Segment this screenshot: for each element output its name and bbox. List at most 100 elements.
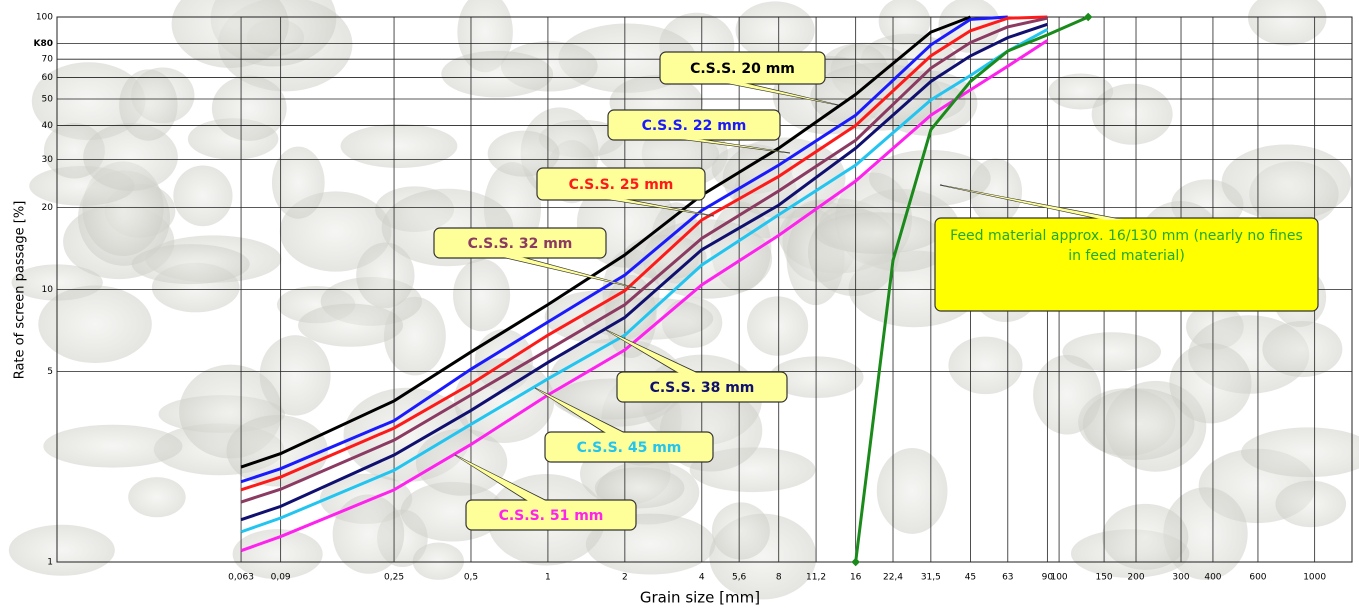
stone bbox=[8, 524, 115, 576]
x-tick-label: 5,6 bbox=[732, 573, 747, 583]
callout-pointer-cover bbox=[940, 185, 1124, 220]
y-tick-label: 1 bbox=[47, 558, 53, 568]
x-tick-label: 400 bbox=[1204, 573, 1221, 583]
legend-label: C.S.S. 20 mm bbox=[690, 61, 795, 77]
stone bbox=[598, 128, 720, 180]
callout-pointer-cover bbox=[606, 330, 699, 374]
stone bbox=[735, 1, 815, 59]
x-tick-label: 200 bbox=[1127, 573, 1144, 583]
x-tick-label: 0,063 bbox=[228, 573, 254, 583]
x-tick-label: 1000 bbox=[1303, 573, 1326, 583]
feed-line bbox=[854, 15, 1089, 563]
legend-label: C.S.S. 38 mm bbox=[650, 380, 755, 396]
series-line bbox=[240, 15, 1048, 492]
stone bbox=[119, 69, 178, 141]
stone bbox=[340, 124, 458, 168]
stone bbox=[1082, 388, 1195, 461]
stone bbox=[1221, 144, 1352, 221]
y-tick-label: 20 bbox=[42, 203, 54, 213]
feed-label-wrap: Feed material approx. 16/130 mm (nearly … bbox=[950, 228, 1303, 264]
stone bbox=[31, 62, 146, 141]
series-line bbox=[240, 15, 971, 469]
stone bbox=[173, 165, 233, 227]
stone bbox=[232, 529, 323, 580]
series-line bbox=[240, 28, 1049, 534]
stone bbox=[1262, 320, 1343, 378]
stone bbox=[868, 149, 991, 207]
x-tick-label: 0,09 bbox=[271, 573, 291, 583]
y-tick-label: 5 bbox=[47, 367, 53, 377]
x-tick-label: 150 bbox=[1095, 573, 1112, 583]
stone bbox=[1169, 343, 1252, 424]
stone bbox=[711, 502, 770, 560]
stone bbox=[622, 234, 707, 280]
stone bbox=[128, 477, 186, 518]
y-tick-label: 10 bbox=[42, 285, 54, 295]
stone bbox=[271, 146, 325, 219]
callout-box bbox=[934, 217, 1319, 312]
x-tick-label: 45 bbox=[965, 573, 976, 583]
stone bbox=[1102, 503, 1189, 570]
stone bbox=[1241, 427, 1359, 478]
stone bbox=[211, 75, 287, 141]
x-tick-label: 63 bbox=[1002, 573, 1013, 583]
y-tick-label: 50 bbox=[42, 95, 54, 105]
stone bbox=[876, 448, 948, 534]
y-tick-label: 30 bbox=[42, 155, 54, 165]
stone bbox=[453, 259, 511, 332]
stone bbox=[43, 424, 183, 468]
x-tick-label: 11,2 bbox=[806, 573, 826, 583]
x-tick-label: 100 bbox=[1050, 573, 1067, 583]
stone bbox=[1248, 0, 1327, 46]
y-tick-label: 100 bbox=[36, 13, 53, 23]
stone bbox=[594, 467, 685, 509]
x-tick-label: 31,5 bbox=[921, 573, 941, 583]
callout-box bbox=[465, 499, 637, 531]
stone bbox=[441, 50, 554, 98]
x-tick-label: 300 bbox=[1172, 573, 1189, 583]
x-tick-label: 0,25 bbox=[384, 573, 404, 583]
stone bbox=[332, 494, 405, 574]
stone bbox=[298, 303, 404, 347]
stone bbox=[415, 428, 508, 496]
x-tick-label: 600 bbox=[1249, 573, 1266, 583]
y-tick-label: 70 bbox=[42, 55, 54, 65]
series-line bbox=[240, 16, 1048, 504]
y-axis-title: Rate of screen passage [%] bbox=[13, 201, 28, 380]
series-line bbox=[240, 15, 1008, 484]
x-tick-label: 16 bbox=[850, 573, 862, 583]
x-tick-label: 0,5 bbox=[464, 573, 478, 583]
callout-pointer-cover bbox=[600, 198, 714, 216]
x-axis-title: Grain size [mm] bbox=[640, 589, 760, 607]
x-tick-label: 1 bbox=[545, 573, 551, 583]
y-tick-label: 40 bbox=[42, 121, 54, 131]
x-tick-label: 8 bbox=[776, 573, 782, 583]
x-tick-label: 4 bbox=[699, 573, 705, 583]
legend-label: C.S.S. 25 mm bbox=[569, 177, 674, 193]
series-line bbox=[240, 22, 1048, 522]
stone bbox=[412, 542, 464, 580]
stone bbox=[487, 130, 560, 177]
callout-box bbox=[544, 431, 714, 463]
callout-pointer-cover bbox=[673, 138, 790, 153]
callout-pointer-cover bbox=[535, 388, 626, 434]
legend-label: C.S.S. 22 mm bbox=[642, 118, 747, 134]
callout-pointer-cover bbox=[455, 455, 548, 502]
stone bbox=[747, 296, 809, 356]
x-tick-label: 22,4 bbox=[883, 573, 903, 583]
stone bbox=[356, 242, 415, 309]
stone bbox=[38, 285, 152, 364]
stone bbox=[722, 137, 846, 219]
legend-label: C.S.S. 45 mm bbox=[577, 440, 682, 456]
stone bbox=[814, 212, 941, 254]
series-line bbox=[240, 39, 1049, 553]
stone bbox=[131, 244, 250, 285]
y-tick-label: 60 bbox=[42, 73, 54, 83]
x-tick-label: 90 bbox=[1042, 573, 1054, 583]
gravel-background bbox=[8, 0, 1359, 600]
stone bbox=[878, 0, 931, 45]
stone bbox=[1275, 480, 1347, 528]
legend-label: C.S.S. 51 mm bbox=[499, 508, 604, 524]
x-tick-label: 2 bbox=[622, 573, 628, 583]
